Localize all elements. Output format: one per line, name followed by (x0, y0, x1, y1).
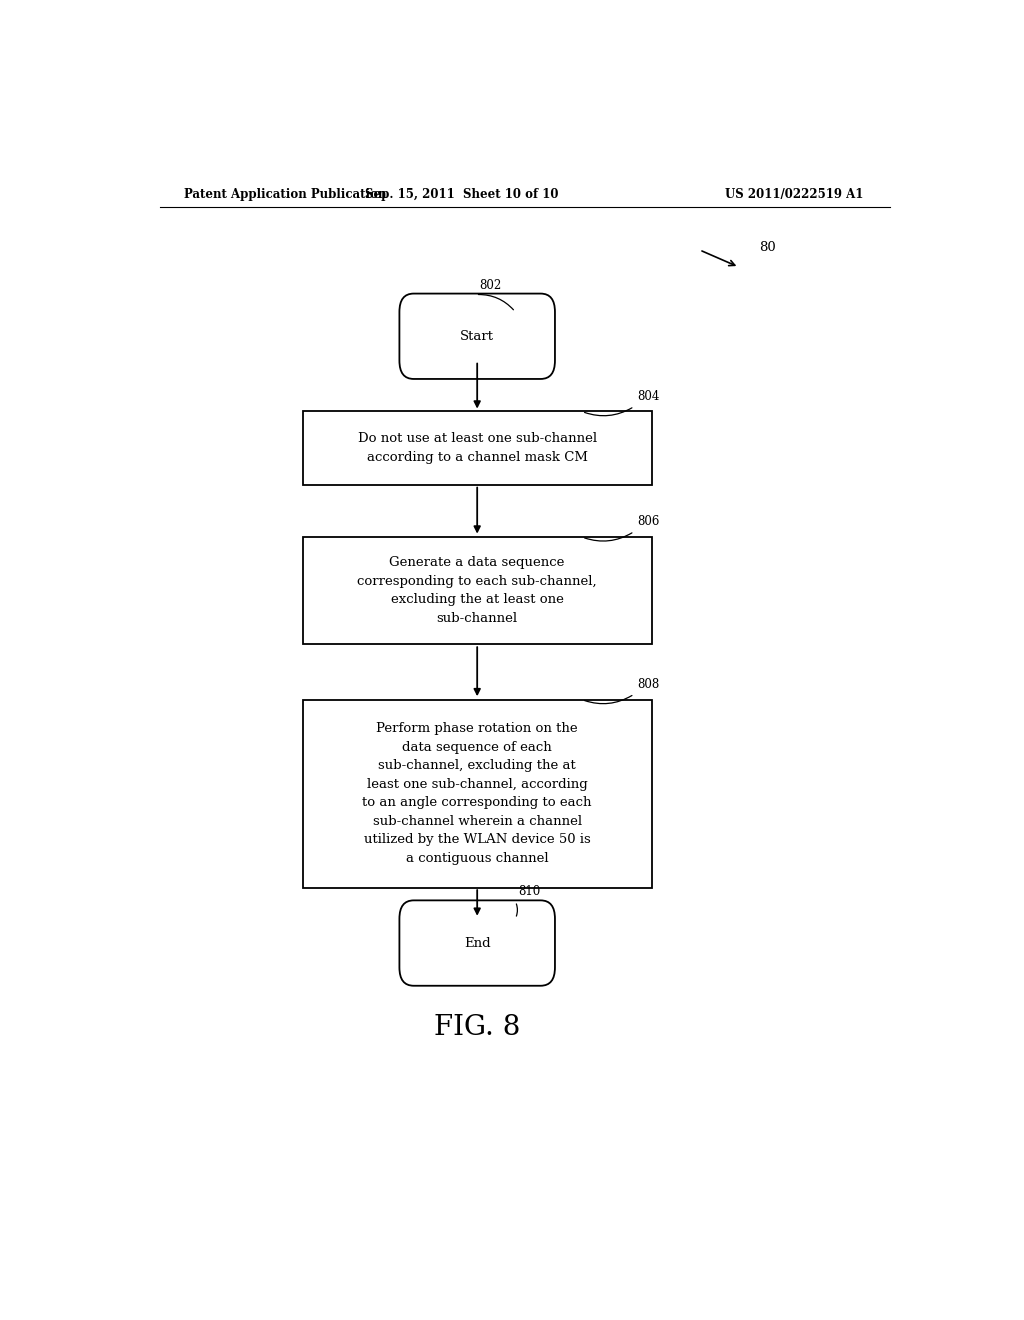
Text: Sep. 15, 2011  Sheet 10 of 10: Sep. 15, 2011 Sheet 10 of 10 (365, 189, 558, 202)
Text: End: End (464, 937, 490, 949)
Text: 802: 802 (479, 279, 501, 292)
Text: 808: 808 (638, 678, 659, 690)
FancyBboxPatch shape (399, 293, 555, 379)
Text: 804: 804 (638, 391, 659, 404)
Text: US 2011/0222519 A1: US 2011/0222519 A1 (725, 189, 864, 202)
Text: Do not use at least one sub-channel
according to a channel mask CM: Do not use at least one sub-channel acco… (357, 433, 597, 463)
Text: Generate a data sequence
corresponding to each sub-channel,
excluding the at lea: Generate a data sequence corresponding t… (357, 556, 597, 624)
Text: 810: 810 (518, 886, 541, 899)
Text: Patent Application Publication: Patent Application Publication (183, 189, 386, 202)
FancyBboxPatch shape (303, 700, 652, 887)
Text: 80: 80 (759, 242, 775, 255)
Text: FIG. 8: FIG. 8 (434, 1014, 520, 1041)
FancyBboxPatch shape (303, 412, 652, 484)
FancyBboxPatch shape (303, 537, 652, 644)
Text: 806: 806 (638, 515, 659, 528)
Text: Start: Start (460, 330, 495, 343)
FancyBboxPatch shape (399, 900, 555, 986)
Text: Perform phase rotation on the
data sequence of each
sub-channel, excluding the a: Perform phase rotation on the data seque… (362, 722, 592, 865)
